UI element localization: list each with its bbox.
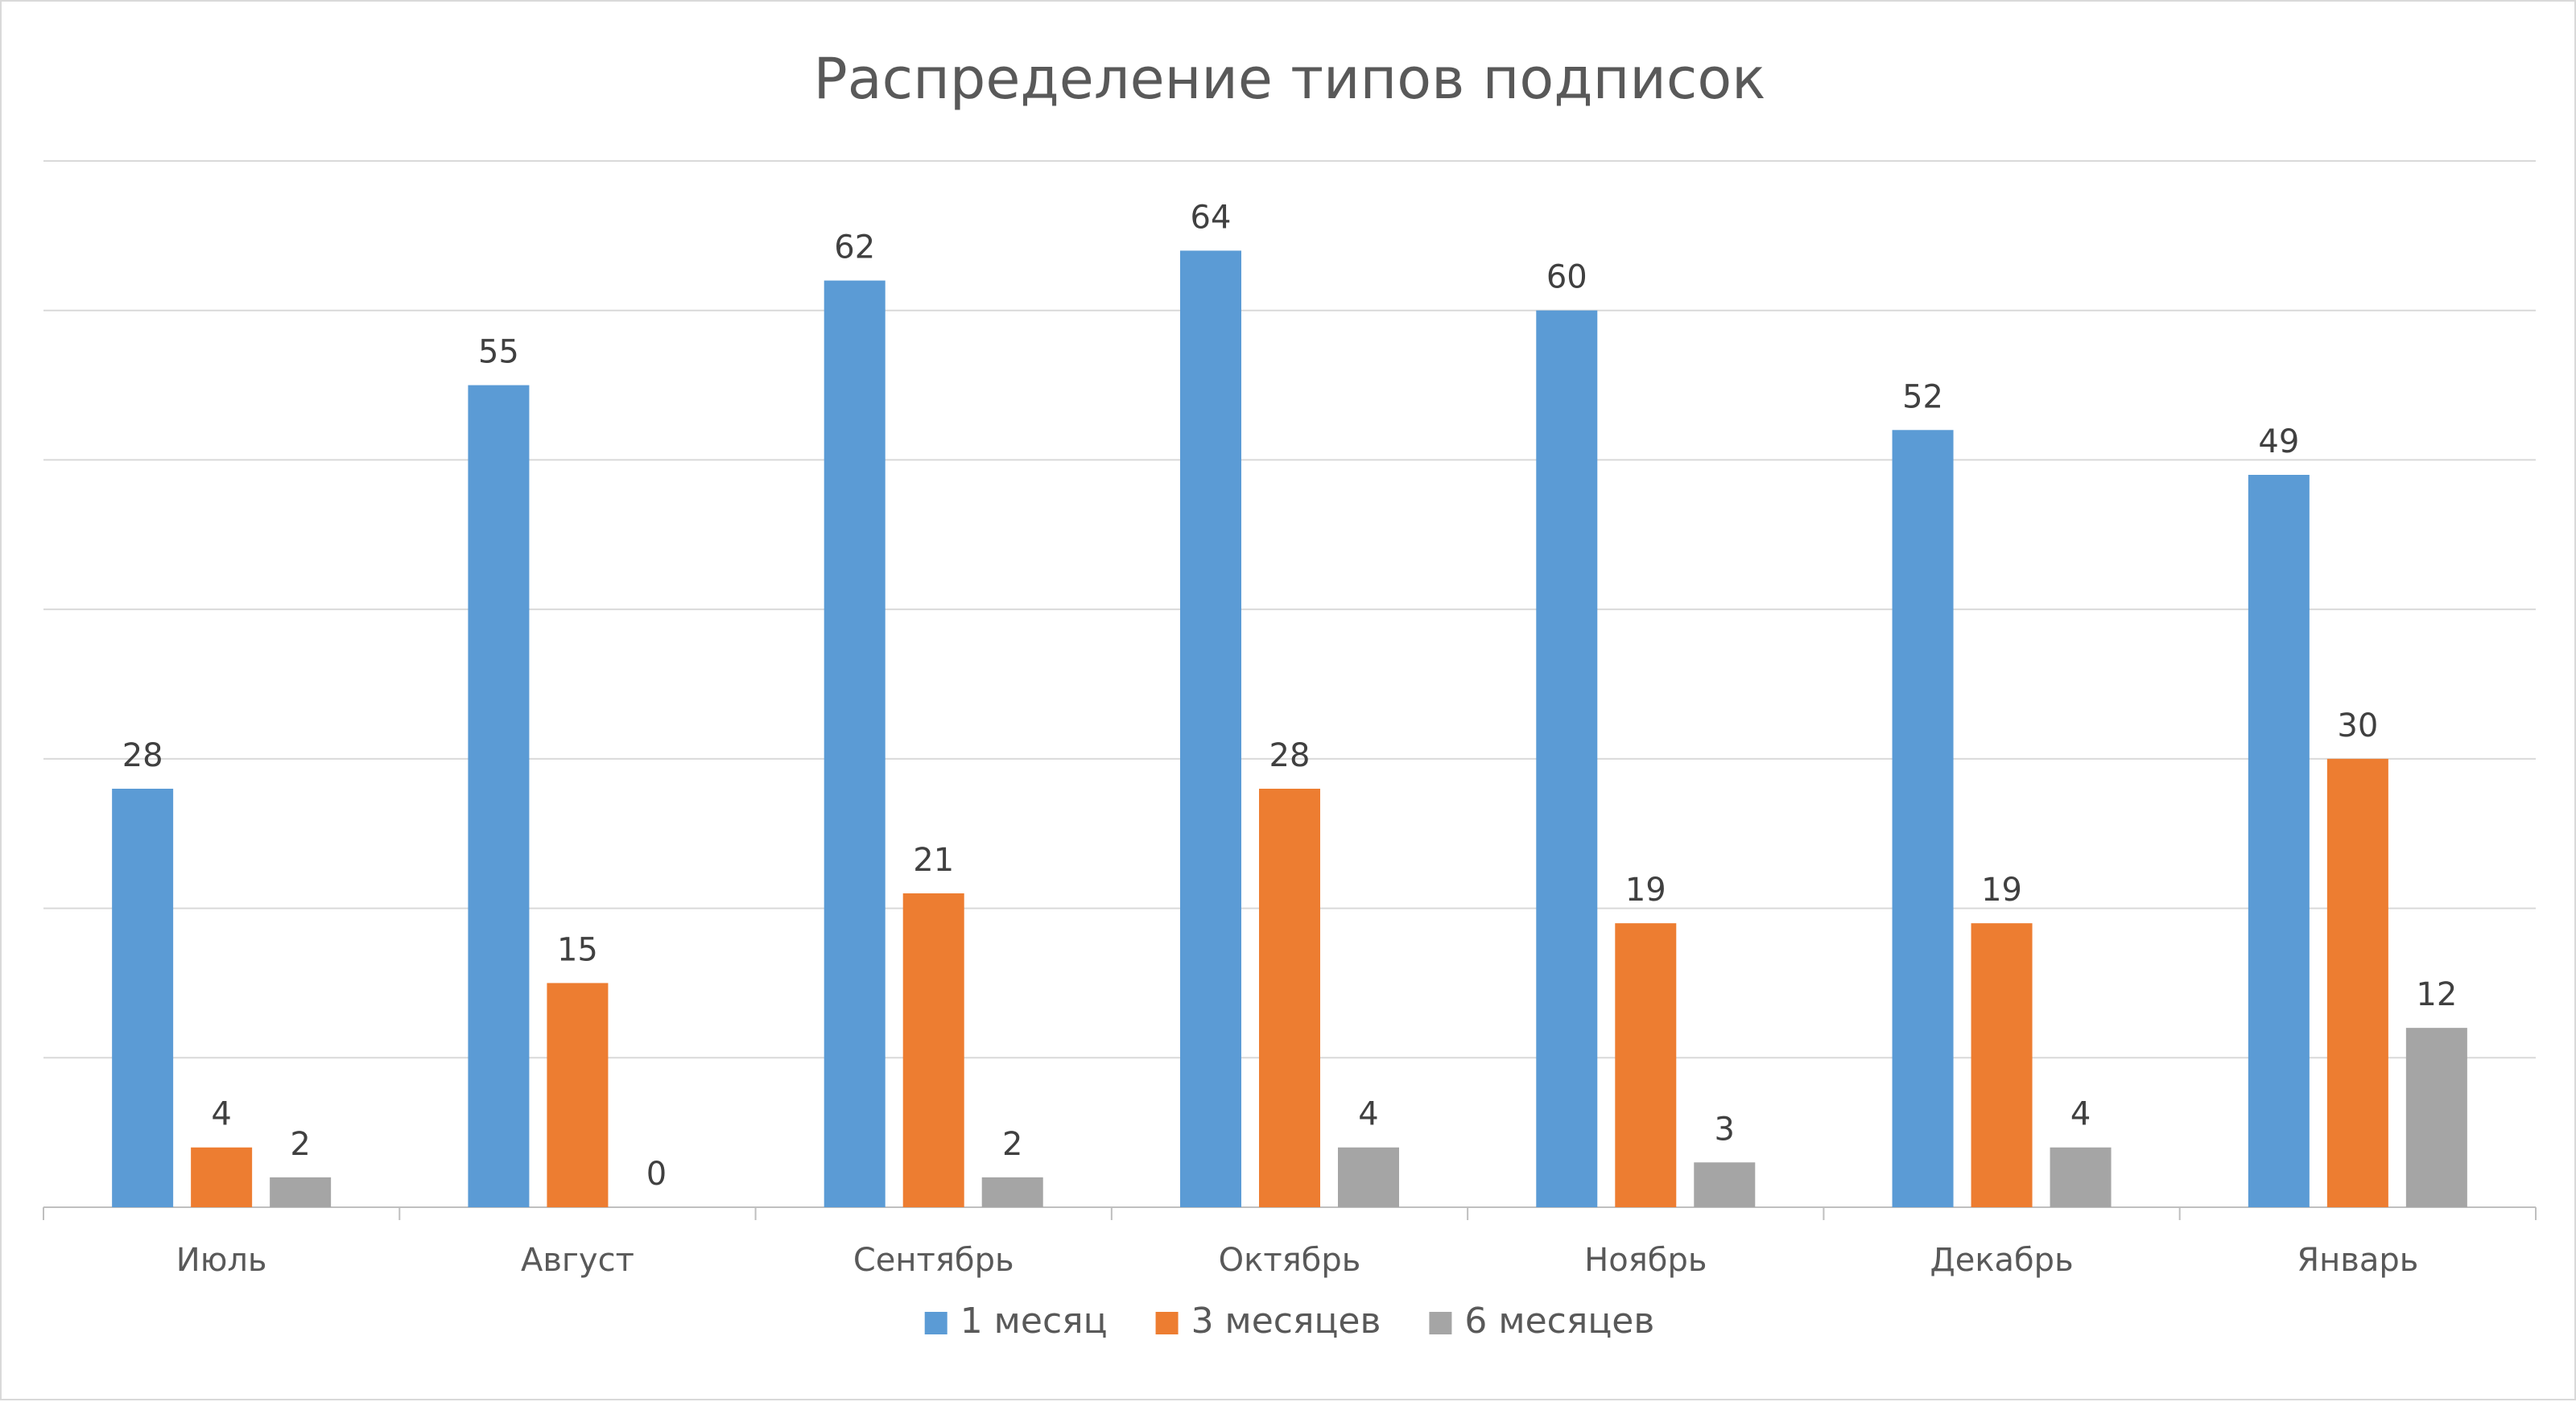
x-tick-label: Август <box>521 1242 634 1279</box>
data-label: 28 <box>1269 737 1311 774</box>
bar[interactable] <box>2248 475 2310 1207</box>
bar[interactable] <box>547 983 609 1207</box>
bar[interactable] <box>1971 923 2033 1207</box>
data-label: 12 <box>2416 976 2457 1013</box>
chart-title: Распределение типов подписок <box>814 46 1766 112</box>
data-label: 3 <box>1715 1111 1735 1148</box>
data-label: 55 <box>478 334 519 371</box>
bar[interactable] <box>1180 250 1241 1207</box>
data-label: 0 <box>646 1156 667 1193</box>
bar[interactable] <box>902 893 964 1207</box>
legend-label: 1 месяц <box>960 1301 1108 1342</box>
legend-swatch <box>1429 1312 1452 1334</box>
legend-swatch <box>924 1312 947 1334</box>
legend-item[interactable]: 6 месяцев <box>1429 1301 1654 1342</box>
bar[interactable] <box>2050 1147 2112 1207</box>
bar[interactable] <box>270 1177 332 1207</box>
gridlines <box>43 160 2536 1059</box>
bar[interactable] <box>1615 923 1677 1207</box>
legend-label: 3 месяцев <box>1191 1301 1381 1342</box>
data-label: 60 <box>1546 259 1587 296</box>
bar[interactable] <box>824 280 886 1208</box>
data-label: 30 <box>2337 707 2378 744</box>
bar[interactable] <box>1259 789 1320 1207</box>
legend[interactable]: 1 месяц 3 месяцев 6 месяцев <box>924 1301 1655 1342</box>
data-label: 19 <box>1625 872 1666 909</box>
legend-item[interactable]: 3 месяцев <box>1155 1301 1381 1342</box>
data-label: 49 <box>2258 423 2299 460</box>
bar[interactable] <box>1536 310 1598 1207</box>
data-label: 19 <box>1981 872 2022 909</box>
bars <box>112 250 2467 1208</box>
data-label: 21 <box>913 842 954 879</box>
bar[interactable] <box>1892 430 1954 1207</box>
x-tick-labels: Июль Август Сентябрь Октябрь Ноябрь Декабрь Ян… <box>176 1242 2419 1279</box>
data-label: 2 <box>290 1126 310 1163</box>
x-tick-label: Январь <box>2297 1242 2418 1279</box>
data-label: 4 <box>211 1096 231 1133</box>
data-label: 28 <box>122 737 163 774</box>
data-labels: 28 4 2 55 15 0 62 21 2 64 28 4 60 19 3 52 19 4 49 30 12 <box>122 199 2458 1193</box>
bar[interactable] <box>2326 758 2388 1207</box>
data-label: 15 <box>557 931 598 968</box>
x-tick-label: Июль <box>176 1242 267 1279</box>
data-label: 62 <box>834 229 875 266</box>
data-label: 4 <box>1358 1096 1378 1133</box>
x-axis <box>43 1206 2537 1220</box>
x-tick-label: Октябрь <box>1219 1242 1361 1279</box>
bar[interactable] <box>1338 1147 1399 1207</box>
x-tick-label: Сентябрь <box>853 1242 1014 1279</box>
bar[interactable] <box>1694 1162 1756 1207</box>
bar[interactable] <box>981 1177 1043 1207</box>
x-tick-label: Декабрь <box>1930 1242 2073 1279</box>
bar[interactable] <box>2405 1028 2467 1207</box>
legend-item[interactable]: 1 месяц <box>924 1301 1108 1342</box>
data-label: 4 <box>2070 1096 2091 1133</box>
legend-label: 6 месяцев <box>1464 1301 1654 1342</box>
bar[interactable] <box>468 385 530 1208</box>
bar[interactable] <box>191 1147 253 1207</box>
bar[interactable] <box>112 789 174 1207</box>
data-label: 2 <box>1002 1126 1022 1163</box>
x-tick-label: Ноябрь <box>1584 1242 1707 1279</box>
data-label: 52 <box>1902 378 1943 415</box>
data-label: 64 <box>1191 199 1232 236</box>
legend-swatch <box>1155 1312 1179 1334</box>
